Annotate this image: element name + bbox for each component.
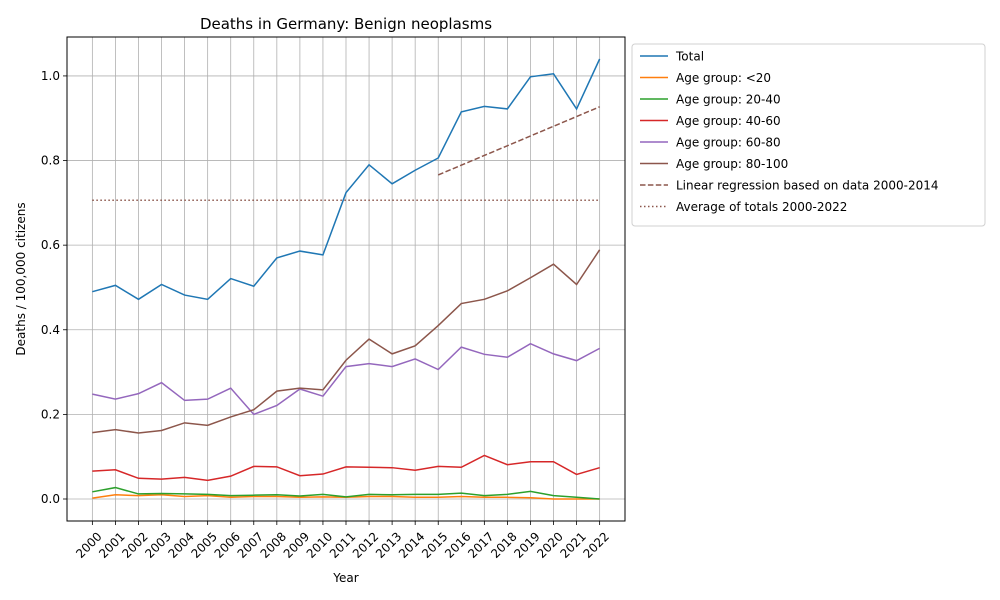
- x-tick-label: 2007: [235, 529, 266, 560]
- chart-title: Deaths in Germany: Benign neoplasms: [200, 15, 492, 33]
- x-tick-label: 2014: [396, 529, 427, 560]
- y-tick-label: 0.6: [41, 238, 60, 252]
- y-tick-label: 0.0: [41, 492, 60, 506]
- x-axis-label: Year: [332, 571, 358, 585]
- series-line-age-group-40-60: [92, 454, 600, 482]
- x-tick-label: 2015: [419, 529, 450, 560]
- x-tick-label: 2006: [212, 529, 243, 560]
- series-line-linear-regression-based-on-data-2000-2014: [437, 106, 600, 176]
- series-line-age-group-80-100: [92, 249, 601, 434]
- x-tick-label: 2021: [557, 529, 588, 560]
- x-tick-label: 2012: [350, 529, 381, 560]
- x-tick-label: 2013: [373, 529, 404, 560]
- y-tick-label: 0.2: [41, 407, 60, 421]
- grid: [67, 37, 625, 521]
- x-tick-label: 2019: [511, 529, 542, 560]
- x-tick-label: 2005: [188, 529, 219, 560]
- legend-entry: Age group: 20-40: [676, 93, 781, 107]
- legend-entry: Age group: 40-60: [676, 114, 781, 128]
- x-tick-label: 2010: [304, 529, 335, 560]
- y-axis-label: Deaths / 100,000 citizens: [14, 202, 28, 355]
- legend-entry: Age group: 80-100: [676, 157, 788, 171]
- x-tick-label: 2004: [165, 529, 196, 560]
- y-tick-label: 1.0: [41, 69, 60, 83]
- x-tick-label: 2009: [281, 529, 312, 560]
- y-tick-label: 0.4: [41, 323, 60, 337]
- x-tick-label: 2017: [465, 529, 496, 560]
- series-line-age-group-60-80: [92, 342, 600, 416]
- legend-box: [631, 43, 986, 227]
- legend: Total Age group: <20 Age group: 20-40 Age g…: [631, 43, 986, 227]
- x-tick-label: 2008: [258, 529, 289, 560]
- series-line-age-group-20-40: [92, 486, 600, 500]
- x-tick-label: 2000: [73, 529, 104, 560]
- legend-entry: Total: [675, 50, 704, 64]
- legend-entry: Age group: 60-80: [676, 136, 781, 150]
- x-tick-label: 2016: [442, 529, 473, 560]
- x-tick-label: 2022: [580, 529, 611, 560]
- legend-entry: Linear regression based on data 2000-201…: [676, 179, 938, 193]
- axes: 2000200120022003200420052006200720082009…: [41, 69, 612, 561]
- legend-entry: Average of totals 2000-2022: [676, 200, 847, 214]
- series-lines: [92, 58, 601, 500]
- x-tick-label: 2018: [488, 529, 519, 560]
- legend-entry: Age group: <20: [676, 71, 771, 85]
- x-tick-label: 2003: [142, 529, 173, 560]
- x-tick-label: 2011: [327, 529, 358, 560]
- series-line-total: [92, 58, 601, 301]
- x-tick-label: 2002: [119, 529, 150, 560]
- x-tick-label: 2001: [96, 529, 127, 560]
- x-tick-label: 2020: [534, 529, 565, 560]
- y-tick-label: 0.8: [41, 154, 60, 168]
